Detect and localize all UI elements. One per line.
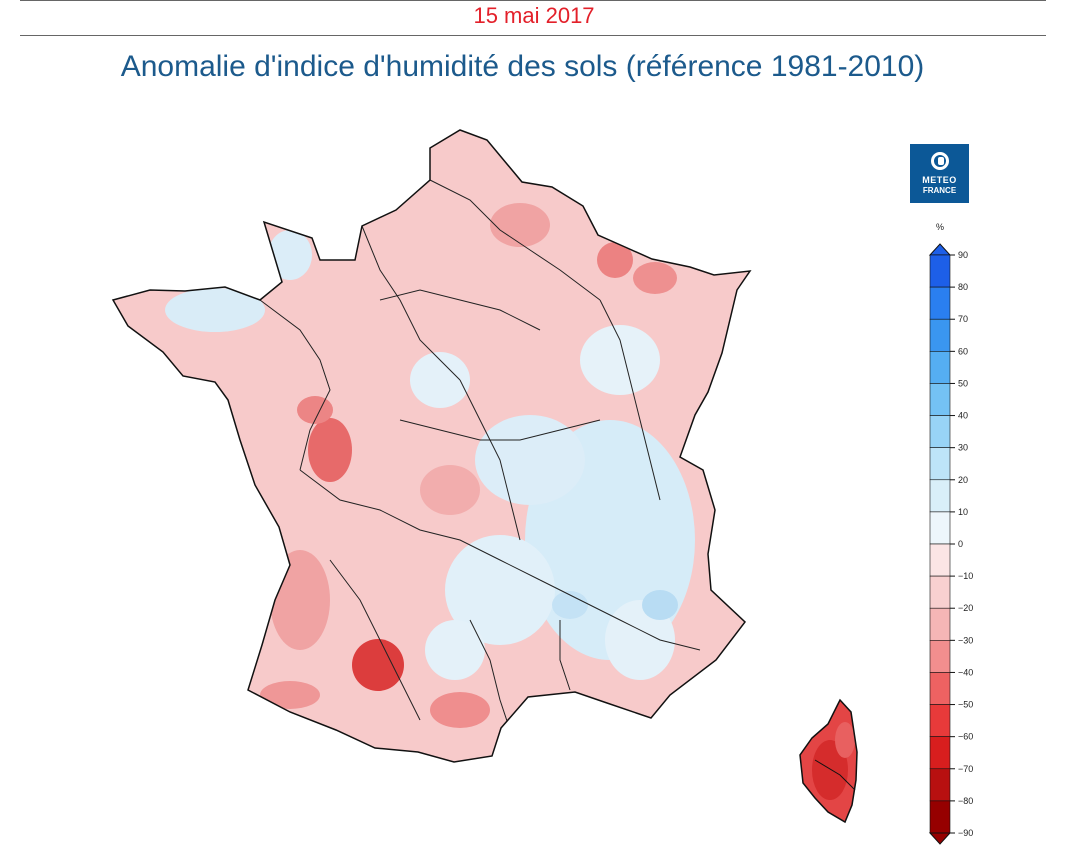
wet-spot-rhone bbox=[552, 591, 588, 619]
legend-tick-label: 80 bbox=[958, 282, 968, 292]
legend-bar bbox=[928, 243, 952, 845]
legend-swatch bbox=[929, 640, 951, 673]
legend-swatch bbox=[929, 479, 951, 513]
legend-tick-label: 90 bbox=[958, 250, 968, 260]
legend-tick-label: 60 bbox=[958, 346, 968, 356]
legend-swatch bbox=[929, 286, 951, 320]
legend-ticks: 90 80 70 60 50 40 30 20 10 0 −10 −20 −30 −40 −50 −60 −70… bbox=[950, 250, 973, 838]
wet-zone-auvergne bbox=[445, 535, 555, 645]
legend-swatch bbox=[929, 318, 951, 352]
department-borders bbox=[259, 179, 701, 731]
wet-zone-cotentin bbox=[268, 230, 312, 280]
map-date: 15 mai 2017 bbox=[473, 3, 595, 28]
legend-tick-label: −90 bbox=[958, 828, 973, 838]
map-title: Anomalie d'indice d'humidité des sols (r… bbox=[120, 50, 925, 83]
legend-tick-label: −80 bbox=[958, 796, 973, 806]
meteo-france-logo-icon bbox=[931, 152, 949, 170]
legend-tick-label: −40 bbox=[958, 667, 973, 677]
dry-zone-toulouse bbox=[352, 639, 404, 691]
dry-zone-pyrenees bbox=[260, 681, 320, 709]
legend-tick-label: −50 bbox=[958, 700, 973, 710]
meteo-france-logo: METEO FRANCE bbox=[910, 144, 969, 203]
corsica-dry-core bbox=[812, 740, 848, 800]
wet-zone-lorraine bbox=[580, 325, 660, 395]
wet-zone-burgundy bbox=[475, 415, 585, 505]
wet-zone-brittany bbox=[165, 288, 265, 332]
dry-zone-landes bbox=[270, 550, 330, 650]
legend-tick-label: 0 bbox=[958, 539, 963, 549]
legend-tick-label: 20 bbox=[958, 475, 968, 485]
top-rule bbox=[20, 0, 1046, 1]
legend-tick-label: 50 bbox=[958, 378, 968, 388]
legend-tick-label: 70 bbox=[958, 314, 968, 324]
corsica-east bbox=[835, 722, 855, 758]
wet-zone-centre bbox=[410, 352, 470, 408]
logo-line-2: FRANCE bbox=[922, 186, 957, 195]
legend-tick-label: −10 bbox=[958, 571, 973, 581]
color-legend: % 90 80 70 60 50 40 30 20 10 0 −10 −20 −30 −40 −50 −60 −… bbox=[928, 222, 973, 845]
corsica-border bbox=[814, 759, 856, 791]
legend-swatch bbox=[929, 351, 951, 384]
dry-zone-ardennes bbox=[597, 242, 633, 278]
corsica-map bbox=[799, 699, 858, 823]
legend-tick-label: 30 bbox=[958, 443, 968, 453]
legend-swatch bbox=[929, 543, 951, 577]
legend-arrow-bottom bbox=[928, 832, 952, 845]
legend-swatch bbox=[929, 607, 951, 641]
legend-swatch bbox=[929, 511, 951, 545]
legend-tick-label: 10 bbox=[958, 507, 968, 517]
legend-tick-label: −30 bbox=[958, 635, 973, 645]
dry-zone-lorraine-north bbox=[633, 262, 677, 294]
legend-swatch bbox=[929, 447, 951, 481]
legend-tick-label: −60 bbox=[958, 732, 973, 742]
corsica-patches bbox=[812, 722, 855, 800]
dry-zone-poitou bbox=[308, 418, 352, 482]
legend-tick-label: −20 bbox=[958, 603, 973, 613]
legend-arrow-top bbox=[928, 243, 952, 256]
legend-swatch bbox=[929, 575, 951, 609]
dry-zone-aude bbox=[430, 692, 490, 728]
legend-swatch bbox=[929, 672, 951, 705]
header-rule bbox=[20, 35, 1046, 36]
legend-swatch bbox=[929, 415, 951, 448]
france-map bbox=[112, 129, 751, 763]
legend-unit: % bbox=[936, 222, 944, 232]
legend-tick-label: 40 bbox=[958, 411, 968, 421]
dry-zone-limousin bbox=[420, 465, 480, 515]
legend-swatch bbox=[929, 768, 951, 802]
legend-swatch bbox=[929, 800, 951, 834]
legend-swatch bbox=[929, 383, 951, 416]
dry-zone-picardie bbox=[490, 203, 550, 247]
wet-zone-alps-south bbox=[605, 600, 675, 680]
logo-line-1: METEO bbox=[922, 175, 957, 185]
legend-swatch bbox=[929, 704, 951, 737]
legend-swatch bbox=[929, 254, 951, 288]
legend-tick-label: −70 bbox=[958, 764, 973, 774]
legend-swatch bbox=[929, 736, 951, 770]
wet-spot-alps bbox=[642, 590, 678, 620]
wet-zone-massif bbox=[425, 620, 485, 680]
